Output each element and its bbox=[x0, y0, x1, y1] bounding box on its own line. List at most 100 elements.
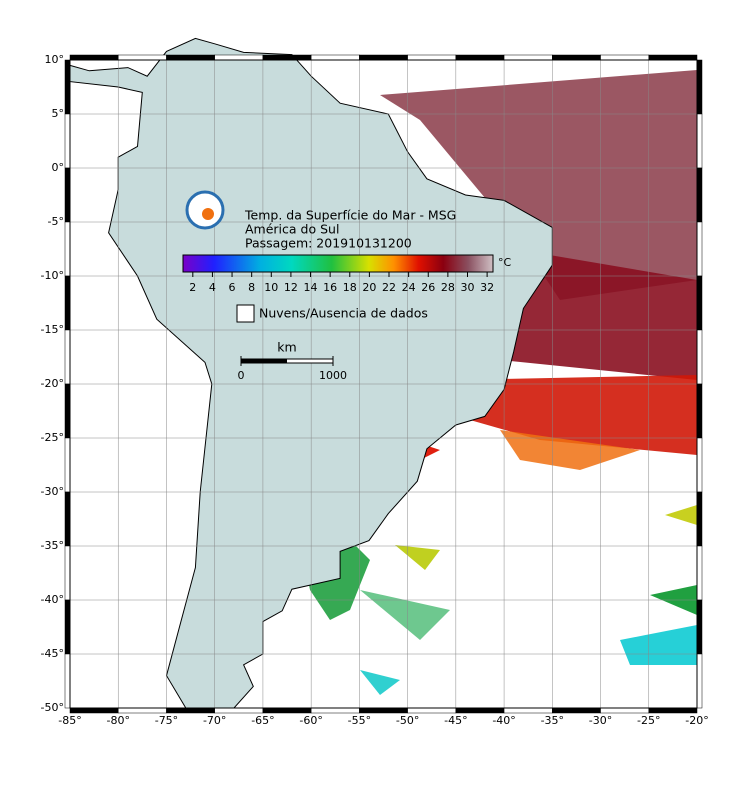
lat-tick-label: -5° bbox=[48, 215, 64, 228]
lon-tick-label: -35° bbox=[541, 714, 564, 727]
lat-tick-label: 10° bbox=[45, 53, 65, 66]
colorbar-tick-label: 6 bbox=[229, 281, 236, 294]
lat-tick-label: -10° bbox=[41, 269, 64, 282]
frame-segment bbox=[696, 491, 703, 547]
warm-water bbox=[380, 70, 697, 300]
colorbar-tick-label: 32 bbox=[480, 281, 494, 294]
frame-segment bbox=[696, 599, 703, 655]
frame-segment bbox=[64, 383, 71, 439]
lon-tick-label: -30° bbox=[589, 714, 612, 727]
lon-tick-label: -70° bbox=[203, 714, 226, 727]
yellow-water bbox=[665, 505, 697, 525]
frame-segment bbox=[69, 707, 119, 714]
frame-segment bbox=[359, 54, 408, 61]
cyan-water bbox=[620, 625, 697, 665]
frame-segment bbox=[600, 707, 650, 714]
lat-tick-label: -15° bbox=[41, 323, 64, 336]
lon-tick-label: -20° bbox=[685, 714, 708, 727]
frame-segment bbox=[166, 707, 215, 714]
legend-swatch bbox=[236, 304, 255, 323]
colorbar-tick-label: 14 bbox=[304, 281, 318, 294]
frame-segment bbox=[407, 707, 457, 714]
colorbar-tick-label: 16 bbox=[323, 281, 337, 294]
frame-segment bbox=[648, 54, 698, 61]
frame-segment bbox=[310, 54, 360, 61]
frame-segment bbox=[359, 707, 408, 714]
frame-segment bbox=[503, 54, 553, 61]
lat-tick-label: 5° bbox=[52, 107, 65, 120]
frame-segment bbox=[696, 113, 703, 169]
scale-tick-label: 1000 bbox=[319, 369, 347, 382]
frame-segment bbox=[696, 329, 703, 385]
frame-segment bbox=[696, 545, 703, 601]
frame-segment bbox=[407, 54, 457, 61]
frame-segment bbox=[117, 54, 167, 61]
legend-label: Nuvens/Ausencia de dados bbox=[259, 306, 428, 321]
lon-tick-label: -80° bbox=[106, 714, 129, 727]
frame-segment bbox=[262, 707, 312, 714]
colorbar-tick-label: 12 bbox=[284, 281, 298, 294]
pass: Passagem: 201910131200 bbox=[245, 236, 412, 251]
frame-segment bbox=[455, 54, 505, 61]
lat-tick-label: -50° bbox=[41, 701, 64, 714]
logo-dot bbox=[202, 208, 214, 220]
frame-segment bbox=[696, 59, 703, 115]
lon-tick-label: -25° bbox=[637, 714, 660, 727]
frame-segment bbox=[552, 54, 601, 61]
cyan-water bbox=[360, 670, 400, 695]
frame-segment bbox=[64, 329, 71, 385]
frame-segment bbox=[64, 653, 71, 709]
frame-segment bbox=[64, 59, 71, 115]
lat-tick-label: -35° bbox=[41, 539, 64, 552]
title: Temp. da Superfície do Mar - MSG bbox=[244, 208, 456, 223]
lat-tick-label: -40° bbox=[41, 593, 64, 606]
scale-tick-label: 0 bbox=[238, 369, 245, 382]
colorbar-tick-label: 8 bbox=[248, 281, 255, 294]
frame-segment bbox=[648, 707, 698, 714]
frame-segment bbox=[117, 707, 167, 714]
frame-segment bbox=[64, 113, 71, 169]
frame-segment bbox=[696, 383, 703, 439]
lon-tick-label: -85° bbox=[58, 714, 81, 727]
colorbar-tick-label: 26 bbox=[421, 281, 435, 294]
region: América do Sul bbox=[245, 222, 339, 237]
frame-segment bbox=[64, 599, 71, 655]
colorbar bbox=[182, 254, 494, 273]
frame-segment bbox=[262, 54, 312, 61]
frame-segment bbox=[64, 275, 71, 331]
frame-segment bbox=[214, 54, 264, 61]
lat-tick-label: -20° bbox=[41, 377, 64, 390]
lon-tick-label: -45° bbox=[444, 714, 467, 727]
lat-tick-label: -25° bbox=[41, 431, 64, 444]
lat-tick-label: -45° bbox=[41, 647, 64, 660]
frame-segment bbox=[600, 54, 650, 61]
map-border bbox=[69, 59, 698, 709]
frame-segment bbox=[214, 707, 264, 714]
lon-tick-label: -40° bbox=[492, 714, 515, 727]
lat-tick-label: -30° bbox=[41, 485, 64, 498]
lon-tick-label: -60° bbox=[299, 714, 322, 727]
logo bbox=[185, 190, 225, 230]
frame-segment bbox=[64, 491, 71, 547]
frame-segment bbox=[69, 54, 119, 61]
lon-tick-label: -75° bbox=[155, 714, 178, 727]
colorbar-tick-label: 10 bbox=[264, 281, 278, 294]
colorbar-tick-label: 28 bbox=[441, 281, 455, 294]
orange-water bbox=[500, 430, 640, 470]
frame-segment bbox=[696, 167, 703, 223]
red-water bbox=[450, 375, 697, 455]
sst-field bbox=[305, 70, 697, 695]
frame-segment bbox=[64, 437, 71, 493]
yellow-water bbox=[395, 545, 440, 570]
frame-segment bbox=[64, 221, 71, 277]
lon-tick-label: -50° bbox=[396, 714, 419, 727]
frame-segment bbox=[64, 545, 71, 601]
colorbar-tick-label: 20 bbox=[362, 281, 376, 294]
colorbar-tick-label: 22 bbox=[382, 281, 396, 294]
frame-segment bbox=[310, 707, 360, 714]
frame-segment bbox=[696, 653, 703, 709]
frame-segment bbox=[552, 707, 601, 714]
colorbar-tick-label: 30 bbox=[460, 281, 474, 294]
frame-segment bbox=[64, 167, 71, 223]
